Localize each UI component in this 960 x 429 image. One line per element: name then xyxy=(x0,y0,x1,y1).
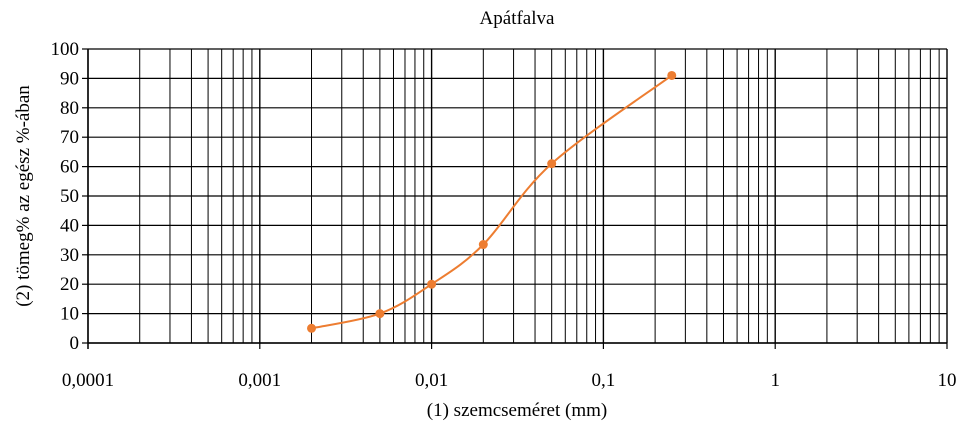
y-axis-title: (2) tömeg% az egész %-ában xyxy=(13,85,34,307)
data-point xyxy=(427,279,437,289)
x-tick-label: 0,01 xyxy=(415,370,448,391)
series-line xyxy=(311,74,673,330)
y-tick-label: 60 xyxy=(60,157,79,178)
series-layer xyxy=(307,70,677,333)
y-tick-label: 80 xyxy=(60,98,79,119)
y-tick-label: 0 xyxy=(70,333,80,354)
data-point xyxy=(547,159,557,169)
data-point xyxy=(307,323,317,333)
x-tick-label: 0,001 xyxy=(238,370,281,391)
y-tick-label: 100 xyxy=(51,39,80,60)
x-axis-title: (1) szemcseméret (mm) xyxy=(427,400,607,421)
y-tick-label: 40 xyxy=(60,215,79,236)
axis-layer: 0 10 20 30 40 50 60 70 80 90 100 0,0001 0,001 0,01 0,1… xyxy=(51,39,957,391)
y-tick-label: 20 xyxy=(60,274,79,295)
y-tick-label: 10 xyxy=(60,304,79,325)
chart-title: Apátfalva xyxy=(480,8,555,29)
x-tick-label: 1 xyxy=(770,370,780,391)
data-point xyxy=(667,70,677,80)
grid-layer xyxy=(87,48,948,344)
y-tick-label: 90 xyxy=(60,68,79,89)
x-tick-label: 0,0001 xyxy=(62,370,114,391)
y-tick-label: 70 xyxy=(60,127,79,148)
data-point xyxy=(478,240,488,250)
data-point xyxy=(375,309,385,319)
y-tick-label: 50 xyxy=(60,186,79,207)
x-tick-label: 10 xyxy=(938,370,957,391)
y-tick-label: 30 xyxy=(60,245,79,266)
x-tick-label: 0,1 xyxy=(592,370,616,391)
